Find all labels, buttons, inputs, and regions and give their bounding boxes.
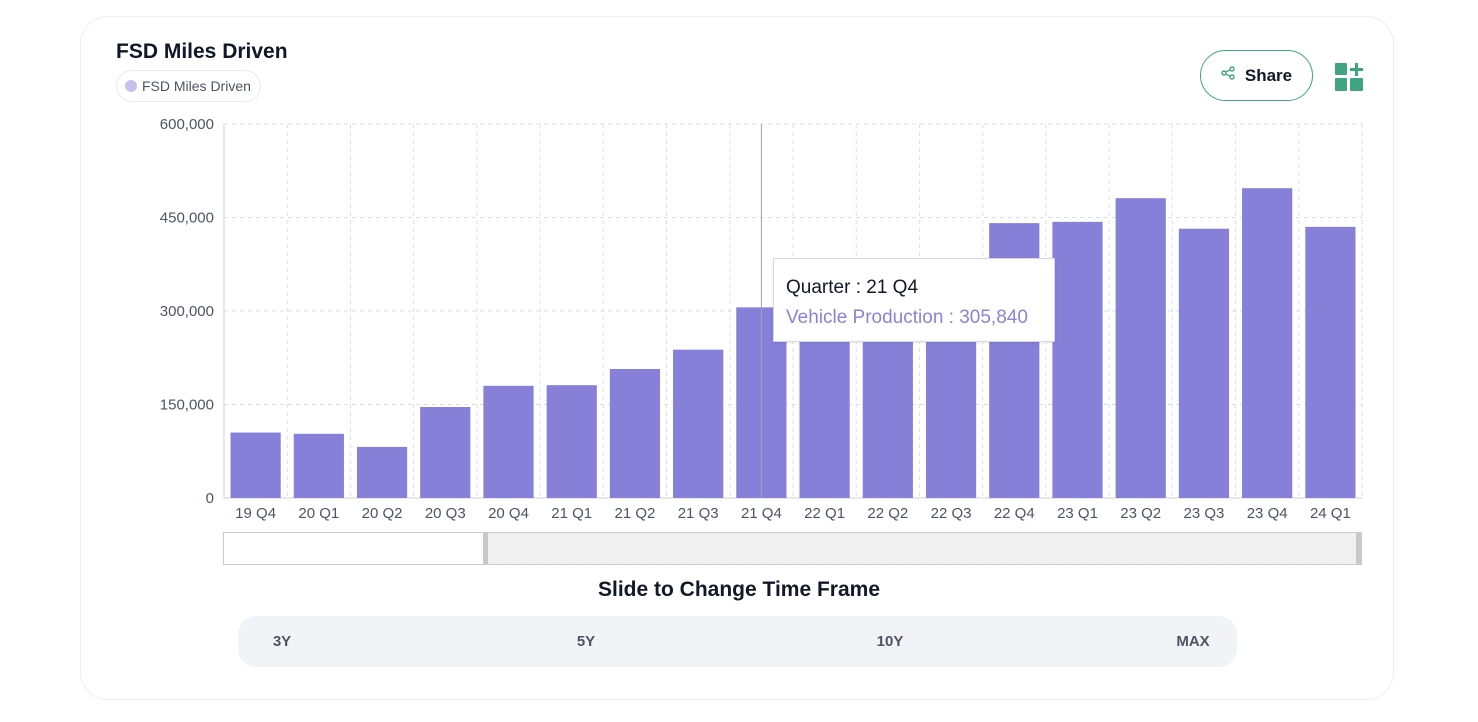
tooltip-value: Vehicle Production : 305,840: [786, 307, 1028, 328]
x-axis-tick-label: 24 Q1: [1310, 505, 1351, 522]
x-axis-tick-label: 23 Q2: [1120, 505, 1161, 522]
x-axis-tick-label: 21 Q1: [551, 505, 592, 522]
bar: [1178, 228, 1230, 498]
x-axis-tick-label: 22 Q4: [994, 505, 1035, 522]
share-icon: [1221, 66, 1235, 85]
chart-tooltip: Quarter : 21 Q4 Vehicle Production : 305…: [773, 258, 1055, 342]
x-axis-tick-label: 23 Q4: [1247, 505, 1288, 522]
x-axis-tick-label: 22 Q1: [804, 505, 845, 522]
share-label: Share: [1244, 65, 1293, 85]
x-axis-tick-label: 23 Q3: [1184, 505, 1225, 522]
share-button[interactable]: Share: [1200, 50, 1313, 101]
x-axis-tick-label: 19 Q4: [235, 505, 276, 522]
bar: [230, 432, 281, 498]
bar: [483, 385, 534, 498]
range-max-button[interactable]: MAX: [1176, 633, 1210, 650]
bar-chart: 0 150,000 300,000 450,000 600,000 19 Q4 20 Q1 2…: [160, 116, 1363, 522]
legend-label: FSD Miles Driven: [142, 78, 251, 94]
bar: [1115, 198, 1166, 498]
bar: [546, 385, 597, 498]
legend-dot: [125, 80, 137, 92]
slider-left-handle[interactable]: [483, 533, 488, 564]
bar: [293, 433, 344, 498]
x-axis-tick-label: 22 Q3: [931, 505, 972, 522]
y-axis-tick-label: 600,000: [160, 116, 214, 133]
y-axis-tick-label: 150,000: [160, 397, 214, 414]
bar: [1305, 226, 1356, 498]
bar: [799, 314, 850, 498]
x-axis-tick-label: 22 Q2: [867, 505, 908, 522]
bar: [1052, 221, 1103, 498]
time-range-slider[interactable]: [223, 532, 1362, 565]
bar: [609, 368, 661, 498]
tooltip-quarter: Quarter : 21 Q4: [786, 277, 919, 298]
x-axis-tick-label: 20 Q4: [488, 505, 529, 522]
x-axis-tick-label: 21 Q2: [615, 505, 656, 522]
x-axis-tick-label: 20 Q1: [298, 505, 339, 522]
range-selector: 3Y 5Y 10Y MAX: [238, 616, 1237, 667]
x-axis-tick-label: 21 Q3: [678, 505, 719, 522]
range-3y-button[interactable]: 3Y: [272, 633, 292, 650]
bar: [862, 313, 913, 498]
x-axis-tick-label: 20 Q3: [425, 505, 466, 522]
y-axis-tick-label: 0: [206, 490, 214, 507]
bar: [356, 446, 408, 498]
bar: [925, 315, 977, 498]
slider-selected-range[interactable]: [486, 533, 1361, 564]
bar: [673, 349, 724, 498]
y-axis-tick-label: 450,000: [160, 210, 214, 227]
chart-title: FSD Miles Driven: [116, 40, 288, 63]
x-axis-tick-label: 21 Q4: [741, 505, 782, 522]
legend-item[interactable]: FSD Miles Driven: [116, 70, 261, 102]
x-axis-tick-label: 20 Q2: [362, 505, 403, 522]
range-5y-button[interactable]: 5Y: [576, 633, 596, 650]
bar: [1242, 188, 1293, 498]
x-axis-tick-label: 23 Q1: [1057, 505, 1098, 522]
slider-right-handle[interactable]: [1356, 533, 1361, 564]
add-widget-icon[interactable]: [1334, 62, 1364, 92]
bar: [420, 406, 471, 498]
range-10y-button[interactable]: 10Y: [876, 633, 904, 650]
slider-caption: Slide to Change Time Frame: [597, 578, 880, 601]
y-axis-tick-label: 300,000: [160, 303, 214, 320]
